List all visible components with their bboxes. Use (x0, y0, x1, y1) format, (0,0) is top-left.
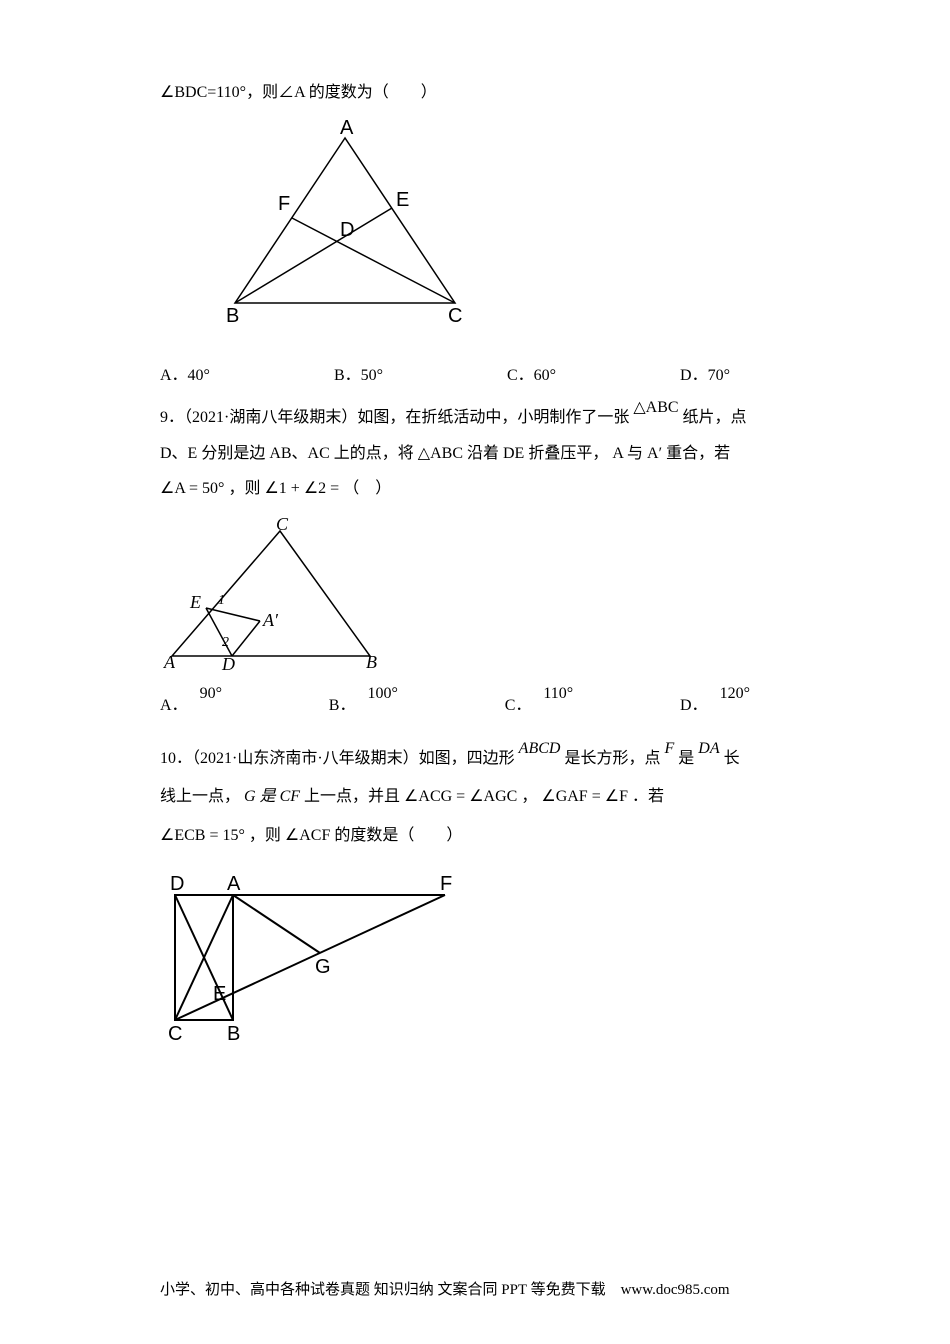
q10-G: G 是 CF (244, 788, 300, 805)
q10-eq2: ∠GAF = ∠F (541, 788, 628, 805)
q8-option-d: D．70° (680, 361, 730, 385)
q10-line2-mid: 上一点，并且 (304, 788, 400, 805)
q10-text: 10．（2021·山东济南市·八年级期末）如图，四边形 ABCD 是长方形，点 … (160, 740, 790, 855)
footer-text: 小学、初中、高中各种试卷真题 知识归纳 文案合同 PPT 等免费下载 www.d… (160, 1282, 730, 1298)
q10-line3-mid: ，则 (249, 827, 281, 844)
figure-3: D A F C B G E (160, 870, 790, 1050)
q8-options: A．40° B．50° C．60° D．70° (160, 361, 790, 385)
page-footer: 小学、初中、高中各种试卷真题 知识归纳 文案合同 PPT 等免费下载 www.d… (160, 1278, 790, 1299)
q9-tri: △ABC (633, 390, 678, 425)
q9-opt-b-lbl: B． (329, 691, 356, 715)
q9-text: 9．（2021·湖南八年级期末）如图，在折纸活动中，小明制作了一张 △ABC 纸… (160, 400, 790, 506)
fig1-label-C: C (448, 305, 462, 326)
q9-option-a: A． 90° (160, 691, 222, 715)
fig3-label-F: F (440, 873, 452, 895)
q10-mid1: 是长方形，点 (564, 750, 660, 767)
q9-opt-a-lbl: A． (160, 691, 188, 715)
fig2-label-Ap: A′ (262, 610, 279, 630)
fig1-label-E: E (396, 189, 409, 211)
fig1-label-A: A (340, 117, 354, 139)
q9-line2-pre: D、E 分别是边 AB、AC 上的点，将 (160, 445, 418, 462)
intro-text: ∠BDC=110°，则∠A 的度数为（ ） (160, 84, 437, 101)
q10-line2-end: ．若 (632, 788, 664, 805)
q9-tri2: △ABC (418, 445, 463, 462)
fig2-label-A: A (163, 652, 176, 671)
q9-option-d: D． 120° (680, 691, 750, 715)
fig2-label-C: C (276, 516, 289, 534)
figure-2: A B C D E A′ 1 2 (160, 516, 790, 676)
fig3-label-B: B (227, 1023, 240, 1045)
q9-prefix: 9．（2021·湖南八年级期末）如图，在折纸活动中，小明制作了一张 (160, 409, 629, 426)
q9-mid1: 纸片，点 (683, 409, 747, 426)
fig3-label-C: C (168, 1023, 182, 1045)
q9-opt-d-val: 120° (720, 685, 750, 703)
q9-line3-expr: ∠1 + ∠2 = (264, 480, 339, 497)
fig3-label-E: E (213, 983, 226, 1005)
q10-mid3: 长 (724, 750, 740, 767)
q9-line3-pre: ∠A = 50° (160, 480, 224, 497)
q8-option-a: A．40° (160, 361, 210, 385)
q9-opt-d-lbl: D． (680, 691, 708, 715)
q8-option-c: C．60° (507, 361, 556, 385)
q10-F: F (664, 730, 674, 768)
q9-opt-a-val: 90° (200, 685, 222, 703)
fig3-label-A: A (227, 873, 241, 895)
fig1-label-D: D (340, 219, 354, 241)
q10-line3-pre: ∠ECB = 15° (160, 827, 245, 844)
q9-option-b: B． 100° (329, 691, 398, 715)
q9-opt-c-val: 110° (543, 685, 573, 703)
q10-DA: DA (698, 730, 719, 768)
q9-ap1: A 与 A′ 重合，若 (612, 445, 730, 462)
intro-line: ∠BDC=110°，则∠A 的度数为（ ） (160, 80, 790, 106)
q10-abcd: ABCD (519, 730, 561, 768)
q9-line3-end: （ ） (343, 480, 391, 497)
fig1-label-F: F (278, 193, 290, 215)
fig2-label-1: 1 (218, 593, 225, 608)
q8-option-b: B．50° (334, 361, 383, 385)
q10-comma: ， (521, 788, 537, 805)
q9-line3-mid: ，则 (228, 480, 260, 497)
fig2-label-2: 2 (222, 635, 229, 650)
fig1-label-B: B (226, 305, 239, 326)
q10-mid2: 是 (678, 750, 694, 767)
q10-eq1: ∠ACG = ∠AGC (404, 788, 517, 805)
q10-line3-expr: ∠ACF (285, 827, 330, 844)
fig2-label-D: D (221, 654, 235, 671)
figure-1: A B C F E D (220, 116, 790, 331)
fig2-label-B: B (366, 652, 377, 671)
fig3-label-G: G (315, 956, 331, 978)
q9-opt-b-val: 100° (367, 685, 397, 703)
fig3-label-D: D (170, 873, 184, 895)
q9-options: A． 90° B． 100° C． 110° D． 120° (160, 691, 790, 715)
q9-opt-c-lbl: C． (505, 691, 532, 715)
q9-line2-mid: 沿着 DE 折叠压平， (467, 445, 608, 462)
q9-option-c: C． 110° (505, 691, 574, 715)
q10-line3-end: 的度数是（ ） (334, 827, 462, 844)
fig2-label-E: E (189, 592, 201, 612)
q10-line2-pre: 线上一点， (160, 788, 240, 805)
q10-prefix: 10．（2021·山东济南市·八年级期末）如图，四边形 (160, 750, 515, 767)
